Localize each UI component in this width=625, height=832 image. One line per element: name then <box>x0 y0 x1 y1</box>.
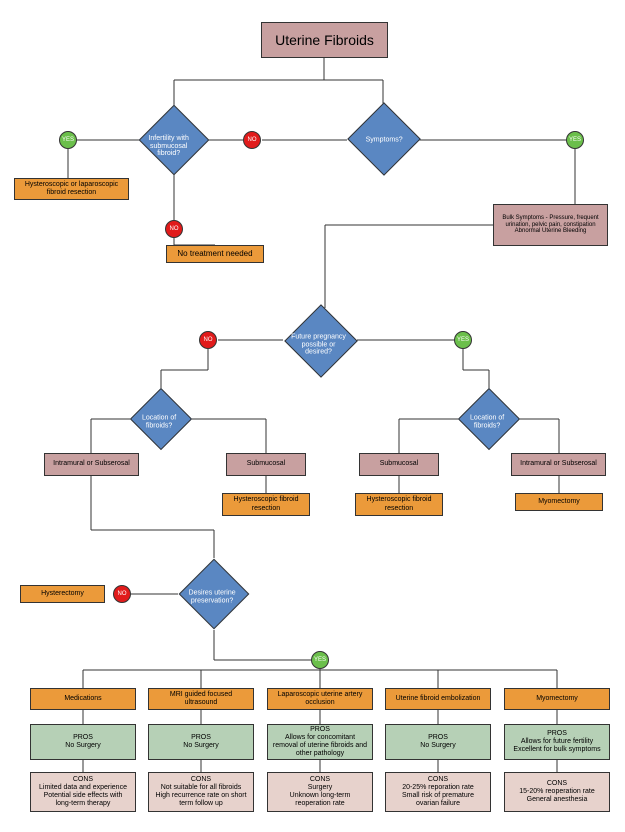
diamond-location1: Location of fibroids? <box>130 388 192 450</box>
yes-preservation: YES <box>311 651 329 669</box>
option-pros-4: PROS Allows for future fertility Excelle… <box>504 724 610 760</box>
diamond-pregnancy: Future pregnancy possible or desired? <box>284 304 358 378</box>
option-cons-1: CONS Not suitable for all fibroids High … <box>148 772 254 812</box>
option-name-4: Myomectomy <box>504 688 610 710</box>
option-name-0: Medications <box>30 688 136 710</box>
option-name-2: Laparoscopic uterine artery occlusion <box>267 688 373 710</box>
diamond-symptoms-label: Symptoms? <box>354 136 414 144</box>
no-preservation: NO <box>113 585 131 603</box>
title-box: Uterine Fibroids <box>261 22 388 58</box>
no-below-infertility: NO <box>165 220 183 238</box>
option-name-3: Uterine fibroid embolization <box>385 688 491 710</box>
no-right-infertility: NO <box>243 131 261 149</box>
option-pros-0: PROS No Surgery <box>30 724 136 760</box>
box-no-treatment: No treatment needed <box>166 245 264 263</box>
box-submucosal1: Submucosal <box>226 453 306 476</box>
yes-infertility: YES <box>59 131 77 149</box>
diamond-location1-label: Location of fibroids? <box>129 415 189 430</box>
diamond-location2: Location of fibroids? <box>458 388 520 450</box>
box-hyst-fib2: Hysteroscopic fibroid resection <box>355 493 443 516</box>
box-hyst-fib1: Hysteroscopic fibroid resection <box>222 493 310 516</box>
box-intra-sub1: Intramural or Subserosal <box>44 453 139 476</box>
diamond-infertility-label: Infertility with submucosal fibroid? <box>139 135 199 158</box>
diamond-preservation: Desires uterine preservation? <box>179 559 250 630</box>
box-hyst-lap: Hysteroscopic or laparoscopic fibroid re… <box>14 178 129 200</box>
diamond-pregnancy-label: Future pregnancy possible or desired? <box>289 333 349 356</box>
option-pros-1: PROS No Surgery <box>148 724 254 760</box>
diamond-location2-label: Location of fibroids? <box>457 415 517 430</box>
diamond-symptoms: Symptoms? <box>347 102 421 176</box>
diamond-preservation-label: Desires uterine preservation? <box>182 590 242 605</box>
option-cons-2: CONS Surgery Unknown long-term reoperati… <box>267 772 373 812</box>
option-cons-0: CONS Limited data and experience Potenti… <box>30 772 136 812</box>
yes-pregnancy: YES <box>454 331 472 349</box>
option-cons-4: CONS 15-20% reoperation rate General ane… <box>504 772 610 812</box>
box-hysterectomy: Hysterectomy <box>20 585 105 603</box>
yes-symptoms: YES <box>566 131 584 149</box>
option-pros-2: PROS Allows for concomitant removal of u… <box>267 724 373 760</box>
option-name-1: MRI guided focused ultrasound <box>148 688 254 710</box>
no-pregnancy: NO <box>199 331 217 349</box>
diamond-infertility: Infertility with submucosal fibroid? <box>139 105 210 176</box>
box-submucosal2: Submucosal <box>359 453 439 476</box>
box-intra-sub2: Intramural or Subserosal <box>511 453 606 476</box>
box-bulk: Bulk Symptoms - Pressure, frequent urina… <box>493 204 608 246</box>
option-pros-3: PROS No Surgery <box>385 724 491 760</box>
option-cons-3: CONS 20-25% reporation rate Small risk o… <box>385 772 491 812</box>
box-myomectomy1: Myomectomy <box>515 493 603 511</box>
